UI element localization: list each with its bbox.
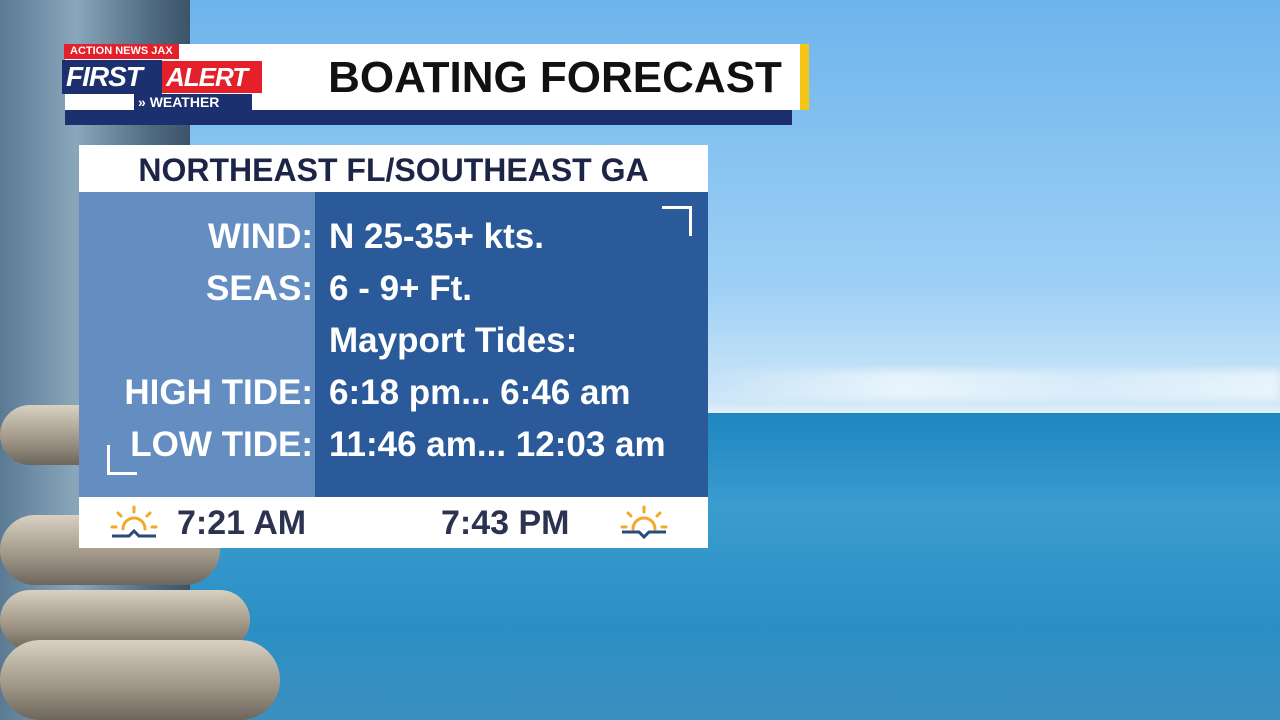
corner-bracket-icon [662, 206, 692, 236]
first-alert-weather-logo: ACTION NEWS JAX FIRST ALERT » WEATHER [62, 44, 262, 110]
corner-bracket-icon [107, 445, 137, 475]
page-title: BOATING FORECAST [328, 53, 782, 102]
sunset-time: 7:43 PM [441, 504, 570, 542]
row-value: 6 - 9+ Ft. [329, 269, 472, 308]
row-value: Mayport Tides: [329, 321, 578, 360]
logo-alert: ALERT [162, 61, 262, 93]
horizon-clouds [710, 370, 1280, 400]
row-value: 6:18 pm... 6:46 am [329, 373, 631, 412]
forecast-body: WIND: N 25-35+ kts. SEAS: 6 - 9+ Ft. Maypo… [79, 192, 708, 497]
forecast-panel: NORTHEAST FL/SOUTHEAST GA WIND: N 25-35+ … [79, 145, 708, 548]
sunrise-time: 7:21 AM [177, 504, 307, 542]
row-label: HIGH TIDE: [124, 373, 313, 412]
row-value: 11:46 am... 12:03 am [329, 425, 666, 464]
region-title: NORTHEAST FL/SOUTHEAST GA [79, 145, 708, 192]
sun-times: 7:21 AM 7:43 PM [79, 497, 708, 548]
label-column [79, 192, 315, 497]
row-label: SEAS: [206, 269, 313, 308]
logo-first: FIRST [62, 60, 162, 94]
logo-weather-text: WEATHER [149, 94, 220, 110]
logo-station: ACTION NEWS JAX [64, 44, 179, 59]
header-accent-stripe [800, 44, 809, 110]
tides-heading-row: Mayport Tides: [79, 316, 708, 366]
wind-row: WIND: N 25-35+ kts. [79, 212, 708, 262]
row-value: N 25-35+ kts. [329, 217, 544, 256]
header-underline [65, 110, 792, 125]
row-label: WIND: [208, 217, 313, 256]
logo-weather: » WEATHER [134, 94, 252, 110]
high-tide-row: HIGH TIDE: 6:18 pm... 6:46 am [79, 368, 708, 418]
sunrise-icon [110, 505, 158, 538]
seas-row: SEAS: 6 - 9+ Ft. [79, 264, 708, 314]
sunset-icon [620, 505, 668, 540]
row-label: LOW TIDE: [130, 425, 313, 464]
low-tide-row: LOW TIDE: 11:46 am... 12:03 am [79, 420, 708, 470]
rope [0, 640, 280, 720]
